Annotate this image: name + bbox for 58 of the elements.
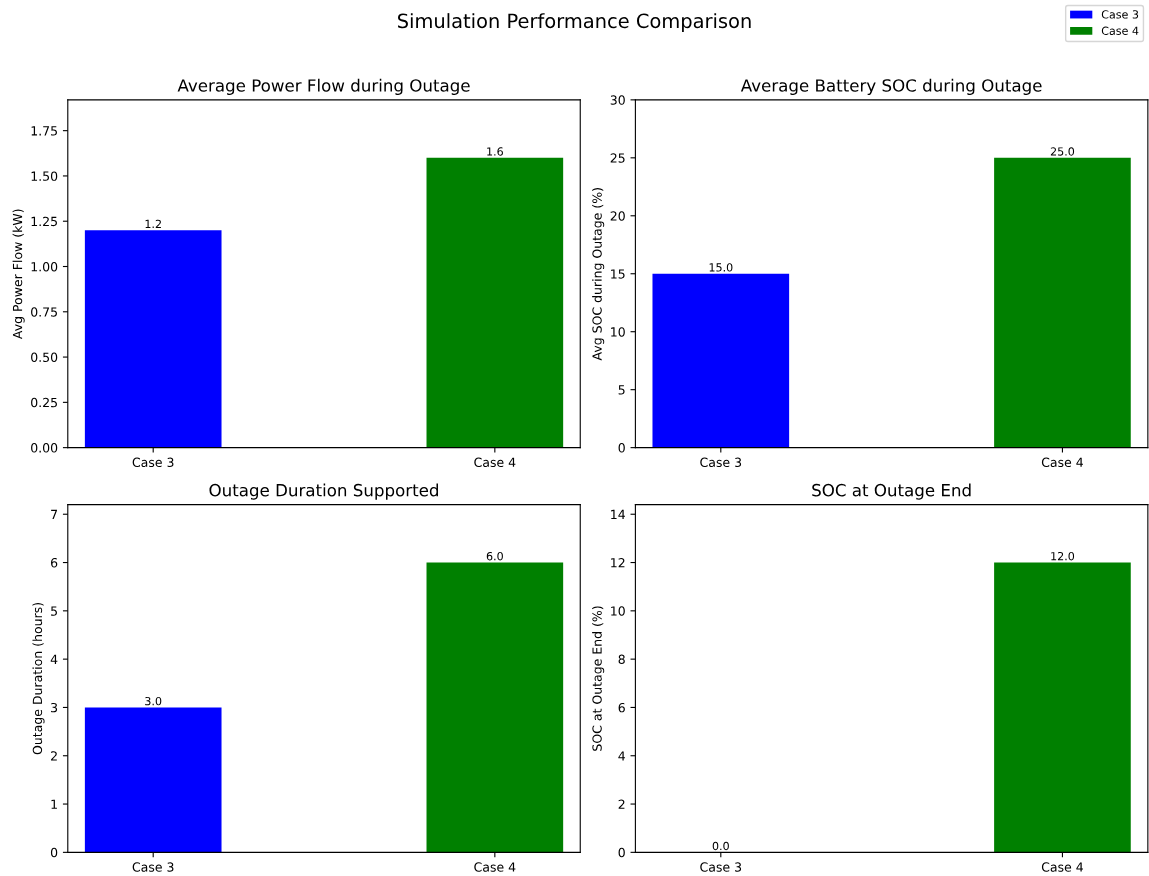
- y-tick-label: 4: [50, 654, 58, 664]
- x-tick-label: Case 3: [700, 862, 742, 872]
- y-axis-title: SOC at Outage End (%): [592, 606, 605, 751]
- y-tick-label: 3: [51, 702, 58, 713]
- y-tick-label: 1: [51, 799, 57, 809]
- x-tick-label: Case 4: [474, 862, 516, 872]
- data-label: 25.0: [1050, 147, 1075, 156]
- y-tick-label: 0.00: [31, 443, 58, 453]
- y-axis-title: Avg Power Flow (kW): [12, 209, 25, 340]
- y-tick-label: 0: [618, 443, 625, 453]
- y-tick-label: 2: [618, 799, 625, 809]
- x-tick-label: Case 4: [1041, 862, 1083, 872]
- y-tick-label: 15: [611, 269, 625, 279]
- data-label: 0.0: [712, 841, 729, 851]
- x-tick-label: Case 3: [132, 457, 174, 468]
- x-tick-label: Case 4: [474, 457, 516, 468]
- y-tick-label: 1.00: [31, 261, 58, 272]
- y-tick-label: 8: [618, 654, 625, 665]
- data-label: 15.0: [709, 263, 733, 272]
- y-tick-label: 10: [611, 327, 625, 337]
- y-tick-label: 0.50: [31, 352, 58, 362]
- chart-title: Outage Duration Supported: [209, 483, 438, 500]
- data-label: 1.6: [487, 147, 503, 156]
- y-tick-label: 30: [610, 95, 625, 105]
- y-tick-label: 7: [51, 509, 57, 519]
- chart-title: Average Battery SOC during Outage: [740, 78, 1042, 95]
- y-tick-label: 6: [50, 558, 58, 568]
- y-tick-label: 1.25: [31, 216, 57, 227]
- y-tick-label: 0.25: [31, 397, 57, 408]
- y-tick-label: 10: [611, 606, 625, 616]
- data-label: 12.0: [1051, 551, 1075, 561]
- y-tick-label: 0: [50, 847, 58, 858]
- x-tick-label: Case 4: [1041, 457, 1083, 468]
- text: Simulation Performance Comparison: [398, 13, 751, 32]
- y-tick-label: 2: [51, 751, 57, 761]
- y-tick-label: 20: [610, 211, 625, 221]
- y-tick-label: 12: [611, 558, 625, 568]
- y-tick-label: 5: [618, 385, 625, 395]
- y-tick-label: 14: [611, 509, 625, 519]
- y-tick-label: 1.75: [31, 126, 57, 136]
- y-tick-label: 1.50: [31, 171, 58, 181]
- data-label: 6.0: [486, 551, 503, 561]
- x-tick-label: Case 3: [700, 457, 742, 468]
- y-tick-label: 0.75: [31, 307, 57, 317]
- x-tick-label: Case 3: [132, 862, 174, 872]
- y-tick-label: 25: [610, 153, 625, 163]
- legend-label: Case 3: [1101, 10, 1139, 19]
- legend-label: Case 4: [1101, 26, 1139, 35]
- chart-title: Average Power Flow during Outage: [177, 78, 470, 95]
- y-tick-label: 5: [51, 606, 57, 616]
- data-label: 3.0: [145, 696, 162, 706]
- y-axis-title: Avg SOC during Outage (%): [592, 188, 605, 361]
- y-tick-label: 6: [618, 702, 625, 713]
- y-axis-title: Outage Duration (hours): [32, 602, 45, 755]
- data-label: 1.2: [145, 219, 161, 228]
- y-tick-label: 0: [618, 847, 625, 858]
- y-tick-label: 4: [618, 751, 625, 761]
- chart-title: SOC at Outage End: [812, 483, 971, 500]
